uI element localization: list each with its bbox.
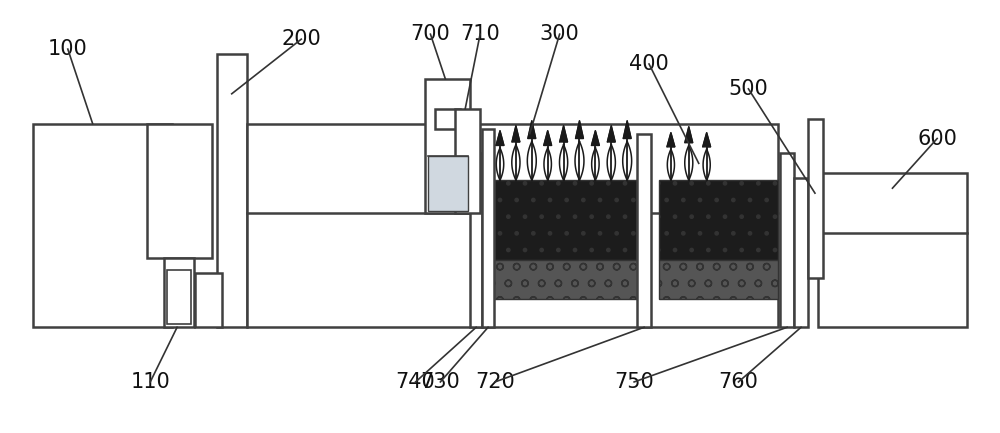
Polygon shape — [512, 126, 520, 142]
Polygon shape — [607, 126, 615, 142]
Bar — [147, 123, 212, 258]
Polygon shape — [496, 131, 504, 145]
Polygon shape — [544, 131, 552, 145]
Text: 200: 200 — [281, 29, 321, 49]
Bar — [164, 258, 194, 327]
Polygon shape — [576, 121, 583, 139]
Bar — [780, 153, 794, 327]
Bar — [794, 178, 808, 327]
Bar — [637, 133, 651, 327]
Polygon shape — [685, 126, 693, 143]
Bar — [425, 79, 470, 213]
Bar — [167, 270, 191, 324]
Text: 760: 760 — [719, 372, 758, 392]
Bar — [435, 109, 460, 129]
Bar — [470, 153, 482, 327]
Bar — [217, 54, 247, 327]
Bar — [482, 129, 494, 327]
Polygon shape — [560, 126, 568, 142]
Bar — [659, 260, 778, 300]
Text: 730: 730 — [421, 372, 460, 392]
Text: 300: 300 — [540, 24, 579, 44]
Text: 400: 400 — [629, 54, 669, 74]
Polygon shape — [667, 132, 675, 147]
Bar — [428, 156, 468, 211]
Text: 110: 110 — [130, 372, 170, 392]
Polygon shape — [703, 132, 711, 147]
Bar — [33, 123, 172, 327]
Text: 700: 700 — [411, 24, 450, 44]
Text: 100: 100 — [48, 39, 88, 59]
Bar — [455, 109, 480, 213]
Bar — [808, 119, 823, 278]
Text: 600: 600 — [917, 129, 957, 149]
Text: 740: 740 — [396, 372, 435, 392]
Polygon shape — [528, 121, 536, 139]
Polygon shape — [623, 121, 631, 139]
Bar — [480, 260, 639, 300]
Text: 710: 710 — [460, 24, 500, 44]
Bar — [247, 123, 778, 327]
Text: 720: 720 — [475, 372, 515, 392]
Polygon shape — [591, 131, 599, 145]
Text: 500: 500 — [729, 79, 768, 99]
Bar — [818, 173, 967, 327]
Bar — [195, 273, 222, 327]
Bar — [480, 180, 639, 260]
Text: 750: 750 — [614, 372, 654, 392]
Bar — [659, 180, 778, 260]
